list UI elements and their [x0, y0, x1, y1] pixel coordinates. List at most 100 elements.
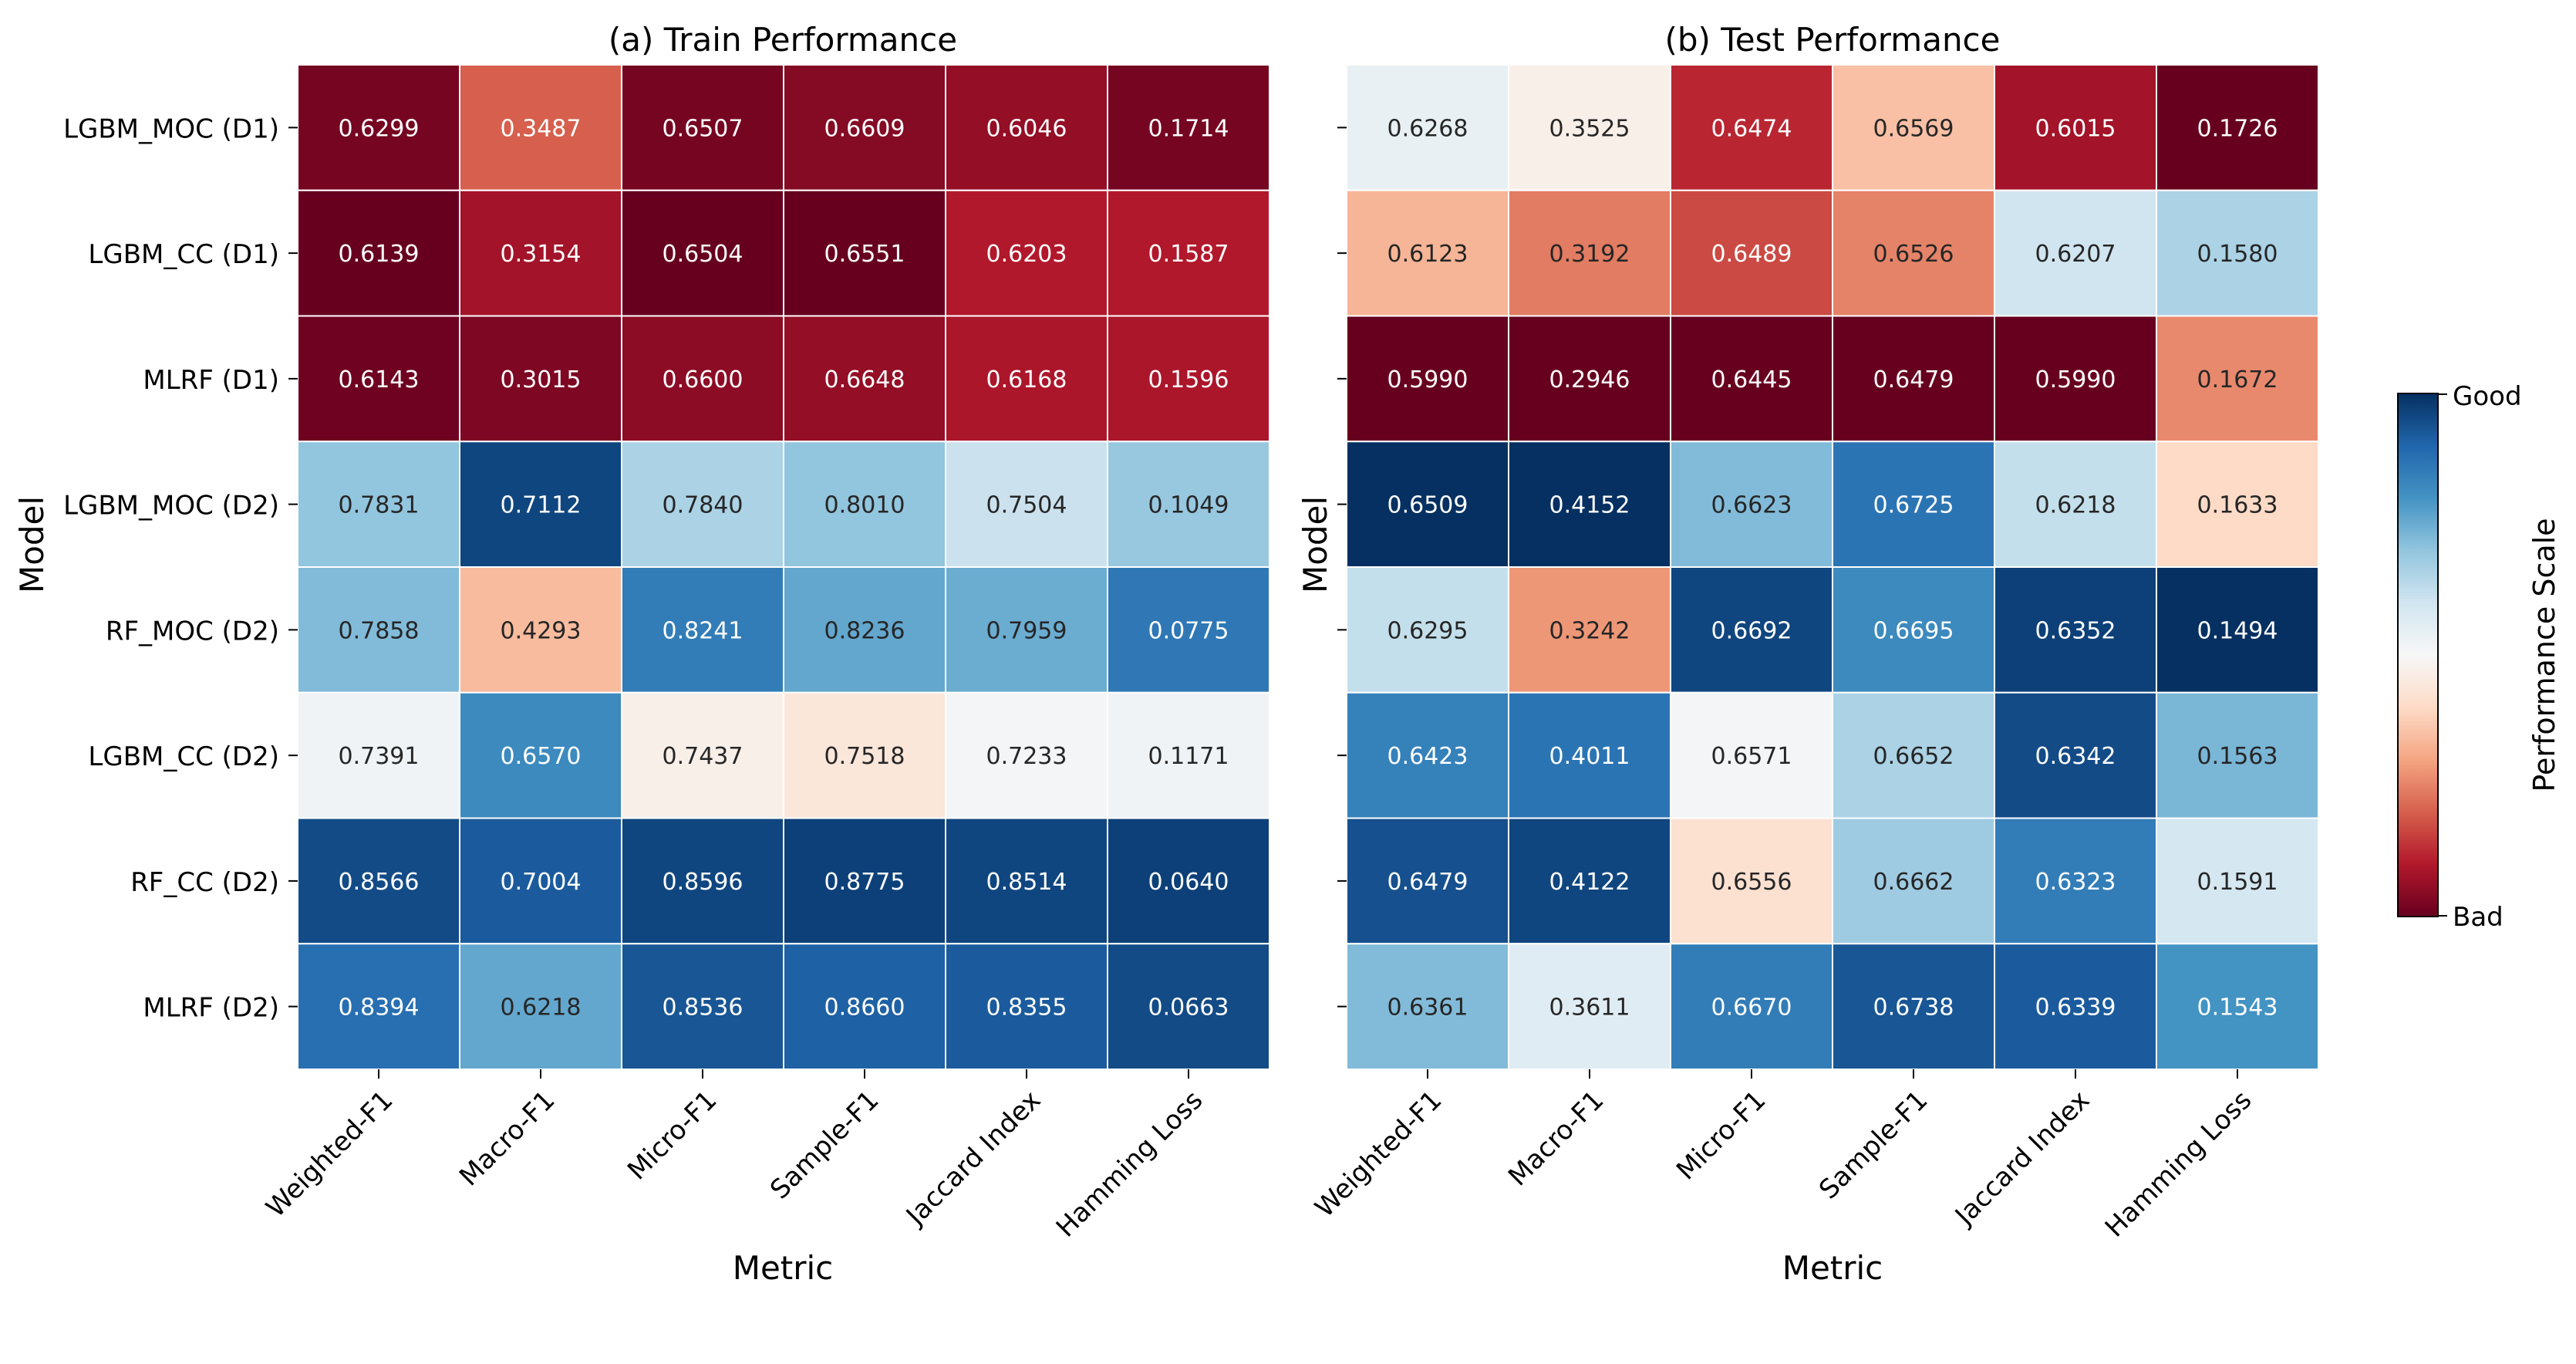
heatmap-cell: [1994, 817, 2157, 945]
heatmap-cell: [783, 315, 946, 443]
heatmap-cell: [459, 441, 622, 568]
heatmap-cell-label: 0.8355: [986, 994, 1067, 1021]
heatmap-cell: [2156, 691, 2319, 819]
heatmap-cell-label: 0.7504: [986, 492, 1067, 519]
heatmap-cell: [297, 691, 460, 819]
heatmap-cell-label: 0.6725: [1873, 492, 1954, 519]
heatmap-cell-label: 0.7391: [339, 743, 420, 770]
heatmap-cell: [1670, 441, 1833, 568]
heatmap-cell-label: 0.6507: [663, 115, 743, 142]
colorbar-gradient: [2397, 393, 2439, 917]
heatmap-cell: [1508, 566, 1671, 694]
heatmap-cell-label: 0.6738: [1873, 994, 1954, 1021]
heatmap-cell: [1107, 441, 1270, 568]
heatmap-cell-label: 0.6695: [1873, 617, 1954, 644]
heatmap-cell: [1107, 189, 1270, 317]
heatmap-cell: [297, 817, 460, 945]
row-tick-label: MLRF (D2): [143, 993, 279, 1024]
row-tick-label: LGBM_MOC (D1): [63, 113, 279, 144]
heatmap-cell-label: 0.6479: [1387, 869, 1468, 896]
heatmap-cell: [1670, 943, 1833, 1070]
heatmap-cell-label: 0.6670: [1711, 994, 1792, 1021]
heatmap-cell-label: 0.6569: [1873, 115, 1954, 142]
heatmap-cell: [1508, 315, 1671, 443]
heatmap-cell-label: 0.1580: [2197, 241, 2278, 268]
heatmap-cell-label: 0.1672: [2197, 366, 2278, 393]
heatmap-cell-label: 0.6218: [2035, 492, 2116, 519]
heatmap-cell: [1670, 566, 1833, 694]
heatmap-cell-label: 0.6445: [1711, 366, 1792, 393]
heatmap-cell: [459, 691, 622, 819]
heatmap-cell: [2156, 566, 2319, 694]
heatmap-cell-label: 0.8596: [663, 869, 743, 896]
row-tick-label: LGBM_CC (D1): [88, 239, 279, 270]
heatmap-cell: [783, 817, 946, 945]
heatmap-cell: [1670, 817, 1833, 945]
train-heatmap-panel: (a) Train Performance Model Metric 0.629…: [13, 21, 1270, 1287]
heatmap-cell-label: 0.2946: [1549, 366, 1630, 393]
row-tick-label: LGBM_MOC (D2): [63, 491, 279, 522]
heatmap-cell-label: 0.6361: [1387, 994, 1468, 1021]
heatmap-cell-label: 0.1591: [2197, 869, 2278, 896]
heatmap-cell: [1346, 189, 1509, 317]
train-heatmap-title: (a) Train Performance: [609, 21, 957, 59]
heatmap-cell-label: 0.5990: [1387, 366, 1468, 393]
heatmap-cell-label: 0.6571: [1711, 743, 1792, 770]
heatmap-cell-label: 0.6295: [1387, 617, 1468, 644]
heatmap-cell-label: 0.6268: [1387, 115, 1468, 142]
heatmap-cell: [945, 691, 1108, 819]
heatmap-cell-label: 0.7959: [986, 617, 1067, 644]
heatmap-cell: [1994, 691, 2157, 819]
heatmap-cell-label: 0.6662: [1873, 869, 1954, 896]
heatmap-cell-label: 0.6046: [986, 115, 1067, 142]
heatmap-cell-label: 0.6474: [1711, 115, 1792, 142]
heatmap-cell-label: 0.1714: [1148, 115, 1229, 142]
heatmap-cell: [1670, 315, 1833, 443]
heatmap-cell: [783, 64, 946, 191]
heatmap-cell: [783, 441, 946, 568]
heatmap-cell: [1832, 189, 1995, 317]
heatmap-cell-label: 0.6526: [1873, 241, 1954, 268]
heatmap-cell-label: 0.7112: [501, 492, 582, 519]
heatmap-cell-label: 0.1726: [2197, 115, 2278, 142]
heatmap-cell-label: 0.6123: [1387, 241, 1468, 268]
heatmap-cell-label: 0.8536: [663, 994, 743, 1021]
heatmap-cell-label: 0.6203: [986, 241, 1067, 268]
heatmap-cell-label: 0.6015: [2035, 115, 2116, 142]
heatmap-cell: [783, 189, 946, 317]
heatmap-cell-label: 0.3015: [501, 366, 582, 393]
heatmap-cell-label: 0.1543: [2197, 994, 2278, 1021]
row-tick-label: RF_MOC (D2): [106, 616, 279, 647]
heatmap-cell-label: 0.6342: [2035, 743, 2116, 770]
heatmap-cell: [1832, 817, 1995, 945]
heatmap-cell: [1346, 441, 1509, 568]
heatmap-cell: [1832, 315, 1995, 443]
heatmap-cell: [1346, 566, 1509, 694]
heatmap-cell-label: 0.1587: [1148, 241, 1229, 268]
heatmap-cell: [1508, 189, 1671, 317]
heatmap-cell: [945, 189, 1108, 317]
train-heatmap-cells: 0.6299 0.3487 0.6507 0.6609 0.6046 0.1714 0.61…: [297, 64, 1270, 1070]
heatmap-cell: [621, 943, 784, 1070]
heatmap-cell-label: 0.8394: [339, 994, 420, 1021]
heatmap-cell-label: 0.3154: [501, 241, 582, 268]
colorbar-label: Performance Scale: [2527, 518, 2561, 792]
heatmap-cell: [621, 441, 784, 568]
heatmap-cell: [1832, 943, 1995, 1070]
heatmap-cell: [621, 64, 784, 191]
heatmap-cell: [621, 315, 784, 443]
heatmap-cell-label: 0.3487: [501, 115, 582, 142]
heatmap-cell: [783, 943, 946, 1070]
heatmap-cell: [1994, 315, 2157, 443]
row-tick-label: MLRF (D1): [143, 365, 279, 396]
heatmap-cell: [2156, 64, 2319, 191]
heatmap-cell-label: 0.3242: [1549, 617, 1630, 644]
test-heatmap-ylabel: Model: [1296, 496, 1334, 593]
heatmap-cell-label: 0.6143: [339, 366, 420, 393]
heatmap-cell-label: 0.6339: [2035, 994, 2116, 1021]
heatmap-cell-label: 0.0663: [1148, 994, 1229, 1021]
heatmap-cell-label: 0.6489: [1711, 241, 1792, 268]
heatmap-cell: [2156, 189, 2319, 317]
heatmap-cell: [621, 691, 784, 819]
heatmap-cell: [621, 189, 784, 317]
